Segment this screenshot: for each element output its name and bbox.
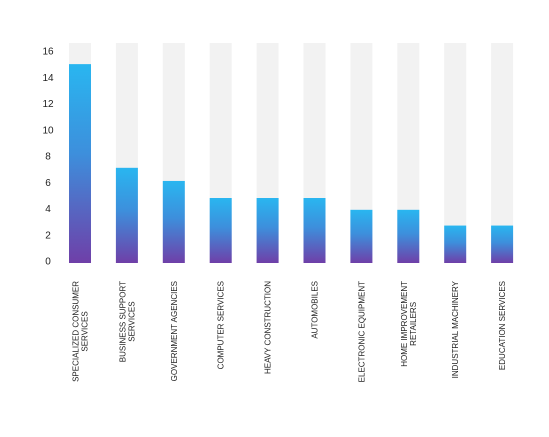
x-tick-label-line: HOME IMPROVEMENT [400,281,409,367]
x-tick-label-line: EDUCATION SERVICES [498,281,507,370]
y-tick-label: 2 [45,230,51,241]
bar [397,209,420,263]
bar [209,198,232,263]
x-tick-label-line: HEAVY CONSTRUCTION [264,281,273,374]
x-tick-label: BUSINESS SUPPORT SERVICES [118,281,136,362]
x-tick-label-line: AUTOMOBILES [311,281,320,339]
bar [350,209,373,263]
x-tick-label-line: SPECIALIZED CONSUMER [72,281,81,382]
x-axis: SPECIALIZED CONSUMER SERVICES BUSINESS SUP… [72,280,508,382]
y-tick-label: 12 [42,99,54,110]
bar [491,225,514,263]
x-tick-label-line: INDUSTRIAL MACHINERY [451,280,460,378]
bar [256,198,279,263]
y-tick-label: 10 [42,125,54,136]
x-tick-label-line: RETAILERS [409,302,418,346]
bar [303,198,326,263]
x-tick-label-line: GOVERNMENT AGENCIES [170,281,179,381]
y-tick-label: 6 [45,178,51,189]
x-tick-label: HEAVY CONSTRUCTION [264,281,273,374]
y-tick-label: 8 [45,152,51,163]
bar-tracks [69,43,514,263]
x-tick-label: GOVERNMENT AGENCIES [170,281,179,381]
x-tick-label-line: SERVICES [81,311,90,351]
bars [69,64,514,263]
bar-track [397,43,420,263]
bar [69,64,91,263]
x-tick-label: INDUSTRIAL MACHINERY [451,280,460,378]
x-tick-label: EDUCATION SERVICES [498,281,507,370]
x-tick-label-line: COMPUTER SERVICES [217,281,226,369]
bar [162,180,185,263]
y-tick-label: 14 [42,73,54,84]
x-tick-label-line: BUSINESS SUPPORT [118,281,127,362]
y-tick-label: 4 [45,204,51,215]
bar-track [491,43,514,263]
x-tick-label: COMPUTER SERVICES [217,281,226,369]
y-axis: 0 2 4 6 8 10 12 14 16 [42,47,54,268]
x-tick-label: AUTOMOBILES [311,281,320,339]
x-tick-label-line: ELECTRONIC EQUIPMENT [357,281,366,382]
y-tick-label: 0 [45,257,51,268]
x-tick-label-line: SERVICES [127,301,136,341]
bar-track [350,43,373,263]
bar [115,167,138,263]
y-tick-label: 16 [42,47,54,58]
x-tick-label: ELECTRONIC EQUIPMENT [357,281,366,382]
bar [444,225,467,263]
bar-track [444,43,467,263]
x-tick-label: SPECIALIZED CONSUMER SERVICES [72,281,90,382]
x-tick-label: HOME IMPROVEMENT RETAILERS [400,281,418,367]
